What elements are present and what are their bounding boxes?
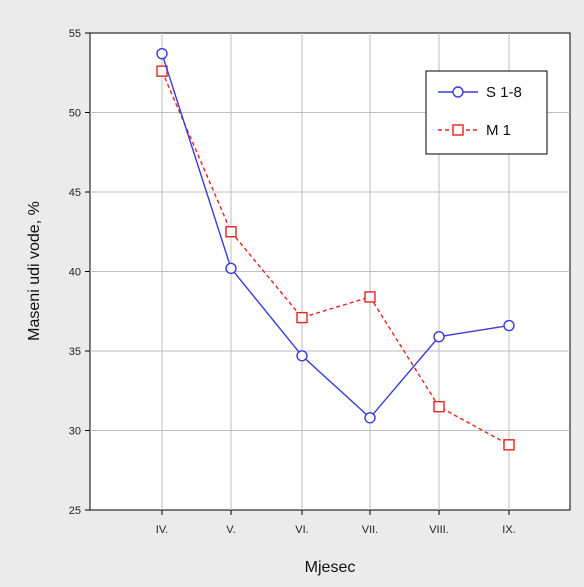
y-tick-label: 25 — [69, 505, 81, 517]
series-m-1 — [156, 65, 515, 451]
legend-label: S 1-8 — [486, 84, 522, 101]
data-point — [503, 319, 515, 332]
data-point — [433, 400, 445, 413]
data-point — [296, 350, 308, 362]
legend-label: M 1 — [486, 122, 511, 139]
legend-item: M 1 — [438, 122, 511, 139]
x-axis-title: Mjesec — [305, 559, 356, 576]
data-point — [156, 47, 168, 60]
legend-marker — [452, 86, 464, 98]
data-point — [296, 311, 308, 324]
series-s-1-8 — [156, 47, 515, 424]
data-point — [225, 262, 237, 275]
y-tick-label: 35 — [69, 346, 81, 358]
data-point — [433, 330, 445, 343]
x-tick-label: IX. — [502, 524, 515, 536]
x-tick-label: VIII. — [429, 524, 449, 536]
x-tick-label: IV. — [156, 524, 168, 536]
y-tick-label: 30 — [69, 426, 81, 438]
legend-item: S 1-8 — [438, 84, 522, 101]
x-axis-ticks: IV. V. VI. VII. VIII. IX. — [156, 510, 516, 536]
x-tick-label: VII. — [362, 524, 379, 536]
legend-marker — [452, 124, 464, 136]
data-point — [364, 412, 376, 424]
data-point — [156, 65, 168, 77]
legend-box — [425, 70, 548, 155]
data-point — [503, 439, 515, 451]
data-point — [364, 291, 376, 303]
y-tick-label: 45 — [69, 187, 81, 199]
y-tick-label: 50 — [69, 108, 81, 120]
x-tick-label: VI. — [295, 524, 308, 536]
legend-items: S 1-8 M 1 — [438, 84, 522, 139]
series-layer — [156, 47, 515, 451]
x-tick-label: V. — [226, 524, 235, 536]
series-line — [161, 70, 510, 446]
y-axis-ticks: 25 30 35 40 45 50 55 — [69, 28, 90, 517]
series-line — [161, 53, 510, 419]
data-point — [225, 226, 237, 238]
y-tick-label: 55 — [69, 28, 81, 40]
y-axis-title: Maseni udi vode, % — [26, 201, 43, 341]
y-tick-label: 40 — [69, 267, 81, 279]
legend: S 1-8 M 1 — [425, 70, 548, 155]
